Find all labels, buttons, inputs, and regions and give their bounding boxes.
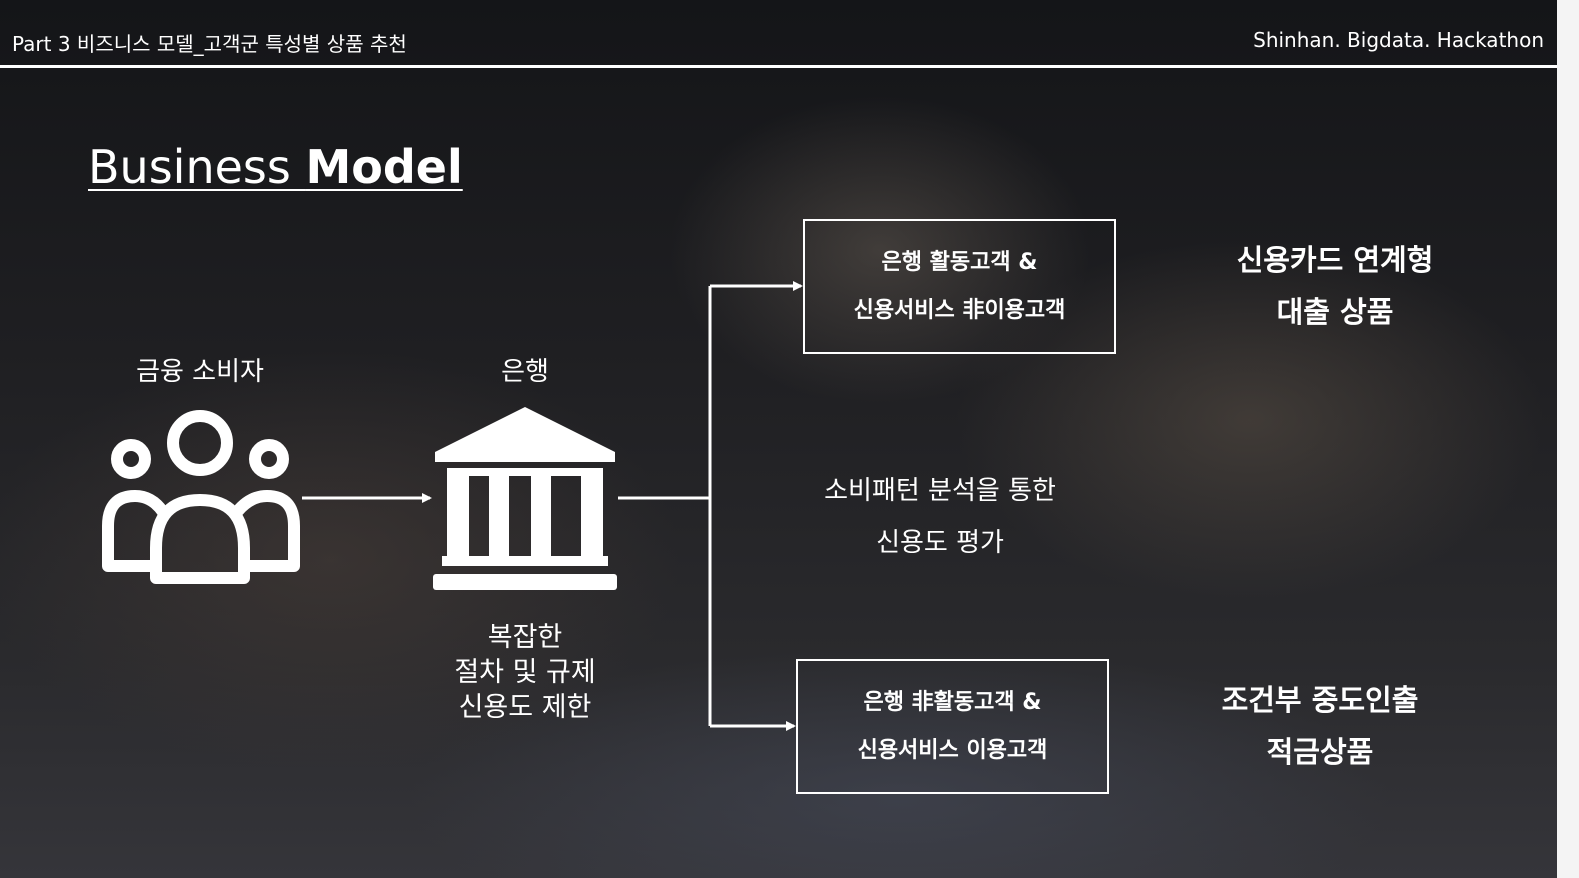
- slide-title: Business Model: [88, 140, 463, 194]
- people-group-icon: [102, 410, 300, 584]
- segment-box-line: 은행 활동고객 &: [881, 250, 1038, 275]
- slide-title-regular: Business: [88, 140, 306, 194]
- segment-box-line: 은행 非활동고객 &: [863, 690, 1042, 715]
- product-line: 대출 상품: [1276, 295, 1394, 329]
- section-title: Part 3 비즈니스 모델_고객군 특성별 상품 추천: [12, 32, 407, 56]
- event-title: Shinhan. Bigdata. Hackathon: [1253, 28, 1544, 52]
- product-conditional-savings: 조건부 중도인출 적금상품: [1180, 674, 1460, 778]
- segment-box-inactive-customers: 은행 非활동고객 & 신용서비스 이용고객: [796, 659, 1109, 794]
- slide-title-bold: Model: [305, 140, 463, 194]
- bank-description-line: 절차 및 규제: [454, 657, 596, 688]
- bank-description-line: 복잡한: [487, 622, 563, 653]
- header-bar: Part 3 비즈니스 모델_고객군 특성별 상품 추천 Shinhan. Bi…: [0, 0, 1557, 68]
- product-card-linked-loan: 신용카드 연계형 대출 상품: [1190, 234, 1480, 338]
- flow-connectors: [302, 281, 803, 731]
- segment-box-line: 신용서비스 非이용고객: [853, 298, 1066, 323]
- product-line: 신용카드 연계형: [1236, 243, 1434, 277]
- analysis-note-line: 신용도 평가: [876, 528, 1004, 558]
- segment-box-line: 신용서비스 이용고객: [857, 738, 1048, 763]
- header-divider: [0, 65, 1557, 68]
- product-line: 조건부 중도인출: [1221, 683, 1419, 717]
- bank-building-icon: [433, 407, 617, 590]
- bank-description: 복잡한 절차 및 규제 신용도 제한: [400, 620, 650, 725]
- analysis-note: 소비패턴 분석을 통한 신용도 평가: [770, 465, 1110, 569]
- product-line: 적금상품: [1266, 735, 1374, 769]
- analysis-note-line: 소비패턴 분석을 통한: [824, 476, 1056, 506]
- segment-box-active-customers: 은행 활동고객 & 신용서비스 非이용고객: [803, 219, 1116, 354]
- bank-description-line: 신용도 제한: [458, 692, 592, 723]
- bank-label: 은행: [501, 357, 549, 387]
- consumer-label: 금융 소비자: [136, 357, 264, 387]
- right-edge-strip: [1557, 0, 1579, 878]
